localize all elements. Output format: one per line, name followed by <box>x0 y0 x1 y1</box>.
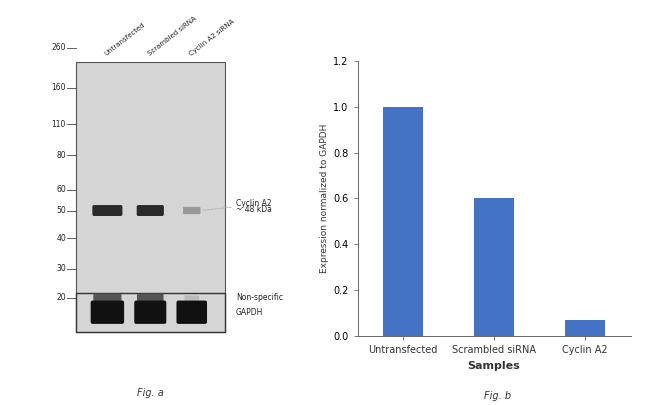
FancyBboxPatch shape <box>135 301 166 324</box>
Text: Fig. b: Fig. b <box>484 391 511 401</box>
Text: Cyclin A2: Cyclin A2 <box>236 199 272 209</box>
Text: 50: 50 <box>56 206 66 215</box>
FancyBboxPatch shape <box>185 296 199 301</box>
Text: 60: 60 <box>56 185 66 194</box>
Text: 40: 40 <box>56 234 66 243</box>
Text: 30: 30 <box>56 264 66 273</box>
Bar <box>383 107 424 336</box>
Text: ~ 48 kDa: ~ 48 kDa <box>236 205 272 213</box>
Y-axis label: Expression normalized to GAPDH: Expression normalized to GAPDH <box>320 124 329 273</box>
FancyBboxPatch shape <box>137 294 164 303</box>
Text: 260: 260 <box>51 43 66 52</box>
FancyBboxPatch shape <box>90 301 124 324</box>
Bar <box>564 320 606 336</box>
Text: Untransfected: Untransfected <box>104 21 146 57</box>
Text: 160: 160 <box>51 83 66 92</box>
Text: 80: 80 <box>57 151 66 160</box>
Text: Cyclin A2 siRNA: Cyclin A2 siRNA <box>188 18 235 57</box>
Text: 20: 20 <box>57 294 66 303</box>
Bar <box>76 292 225 332</box>
Text: GAPDH: GAPDH <box>236 308 263 317</box>
X-axis label: Samples: Samples <box>467 361 521 371</box>
FancyBboxPatch shape <box>94 294 122 303</box>
Text: 110: 110 <box>51 119 66 129</box>
Text: Non-specific: Non-specific <box>236 294 283 303</box>
FancyBboxPatch shape <box>176 301 207 324</box>
FancyBboxPatch shape <box>92 205 122 216</box>
Bar <box>76 62 225 332</box>
Text: Scrambled siRNA: Scrambled siRNA <box>147 15 198 57</box>
FancyBboxPatch shape <box>136 205 164 216</box>
FancyBboxPatch shape <box>183 207 200 214</box>
Text: Fig. a: Fig. a <box>137 388 164 399</box>
Bar <box>473 198 515 336</box>
